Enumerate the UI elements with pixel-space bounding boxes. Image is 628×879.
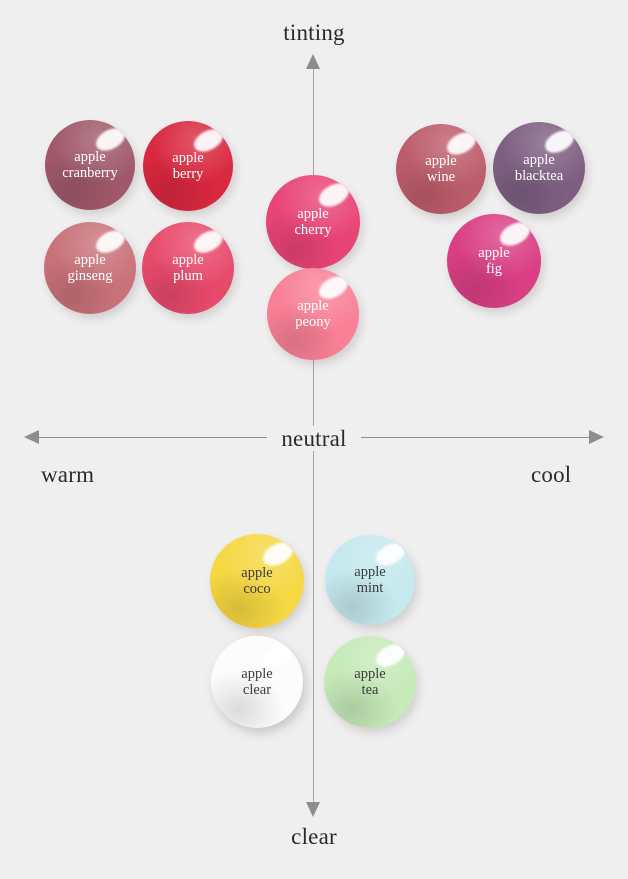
swatch-label: apple blacktea xyxy=(511,152,567,184)
color-swatch[interactable]: apple peony xyxy=(267,268,359,360)
swatch-label: apple cherry xyxy=(290,206,335,238)
swatch-label-line1: apple xyxy=(425,152,457,169)
swatch-label-line1: apple xyxy=(241,564,273,581)
swatch-label: apple wine xyxy=(421,153,460,185)
swatch-label-line1: apple xyxy=(172,149,204,166)
swatch-label-line2: tea xyxy=(361,682,379,698)
swatch-label-line1: apple xyxy=(74,251,106,268)
axis-label-warm: warm xyxy=(41,462,95,487)
swatch-label-line1: apple xyxy=(172,251,204,268)
swatch-label-line1: apple xyxy=(241,665,273,682)
axis-label-clear: clear xyxy=(291,824,337,849)
swatch-label-line2: wine xyxy=(426,169,456,185)
color-swatch[interactable]: apple tea xyxy=(324,636,416,728)
arrow-right-icon xyxy=(589,430,604,444)
swatch-label-line2: cherry xyxy=(294,222,332,238)
horizontal-axis-line-right xyxy=(360,437,600,438)
swatch-label-line1: apple xyxy=(297,205,329,222)
color-swatch[interactable]: apple fig xyxy=(447,214,541,308)
swatch-label-line1: apple xyxy=(297,297,329,314)
swatch-label-line2: fig xyxy=(485,261,503,277)
color-swatch[interactable]: apple plum xyxy=(142,222,234,314)
color-swatch[interactable]: apple berry xyxy=(143,121,233,211)
axis-label-tinting: tinting xyxy=(283,20,345,45)
swatch-label-line2: cranberry xyxy=(62,165,118,181)
swatch-label: apple peony xyxy=(291,298,334,330)
color-swatch[interactable]: apple wine xyxy=(396,124,486,214)
swatch-label: apple coco xyxy=(237,565,276,597)
swatch-label-line2: mint xyxy=(356,580,384,596)
swatch-label-line2: ginseng xyxy=(67,268,113,284)
axis-label-neutral: neutral xyxy=(0,426,628,452)
swatch-label: apple mint xyxy=(350,564,389,596)
swatch-label: apple tea xyxy=(350,666,389,698)
arrow-down-icon xyxy=(306,802,320,817)
color-swatch[interactable]: apple blacktea xyxy=(493,122,585,214)
swatch-label-line1: apple xyxy=(354,563,386,580)
swatch-label-line1: apple xyxy=(354,665,386,682)
color-swatch[interactable]: apple coco xyxy=(210,534,304,628)
swatch-label-line1: apple xyxy=(478,244,510,261)
color-swatch[interactable]: apple clear xyxy=(211,636,303,728)
horizontal-axis-line-left xyxy=(30,437,270,438)
swatch-label-line1: apple xyxy=(74,148,106,165)
swatch-label: apple clear xyxy=(237,666,276,698)
swatch-label-line2: peony xyxy=(295,314,331,330)
arrow-left-icon xyxy=(24,430,39,444)
swatch-label-line1: apple xyxy=(523,151,555,168)
color-swatch[interactable]: apple cranberry xyxy=(45,120,135,210)
swatch-label-line2: blacktea xyxy=(514,168,564,184)
swatch-label: apple plum xyxy=(168,252,207,284)
swatch-label-line2: coco xyxy=(243,581,271,597)
swatch-label: apple ginseng xyxy=(63,252,116,284)
swatch-label-line2: berry xyxy=(172,166,204,182)
swatch-label: apple berry xyxy=(168,150,207,182)
color-swatch[interactable]: apple ginseng xyxy=(44,222,136,314)
arrow-up-icon xyxy=(306,54,320,69)
color-swatch[interactable]: apple cherry xyxy=(266,175,360,269)
axis-label-cool: cool xyxy=(531,462,572,487)
swatch-label: apple cranberry xyxy=(58,149,122,181)
axis-label-neutral-text: neutral xyxy=(267,426,361,451)
swatch-label-line2: clear xyxy=(242,682,272,698)
color-swatch[interactable]: apple mint xyxy=(325,535,415,625)
swatch-label: apple fig xyxy=(474,245,513,277)
swatch-label-line2: plum xyxy=(173,268,203,284)
